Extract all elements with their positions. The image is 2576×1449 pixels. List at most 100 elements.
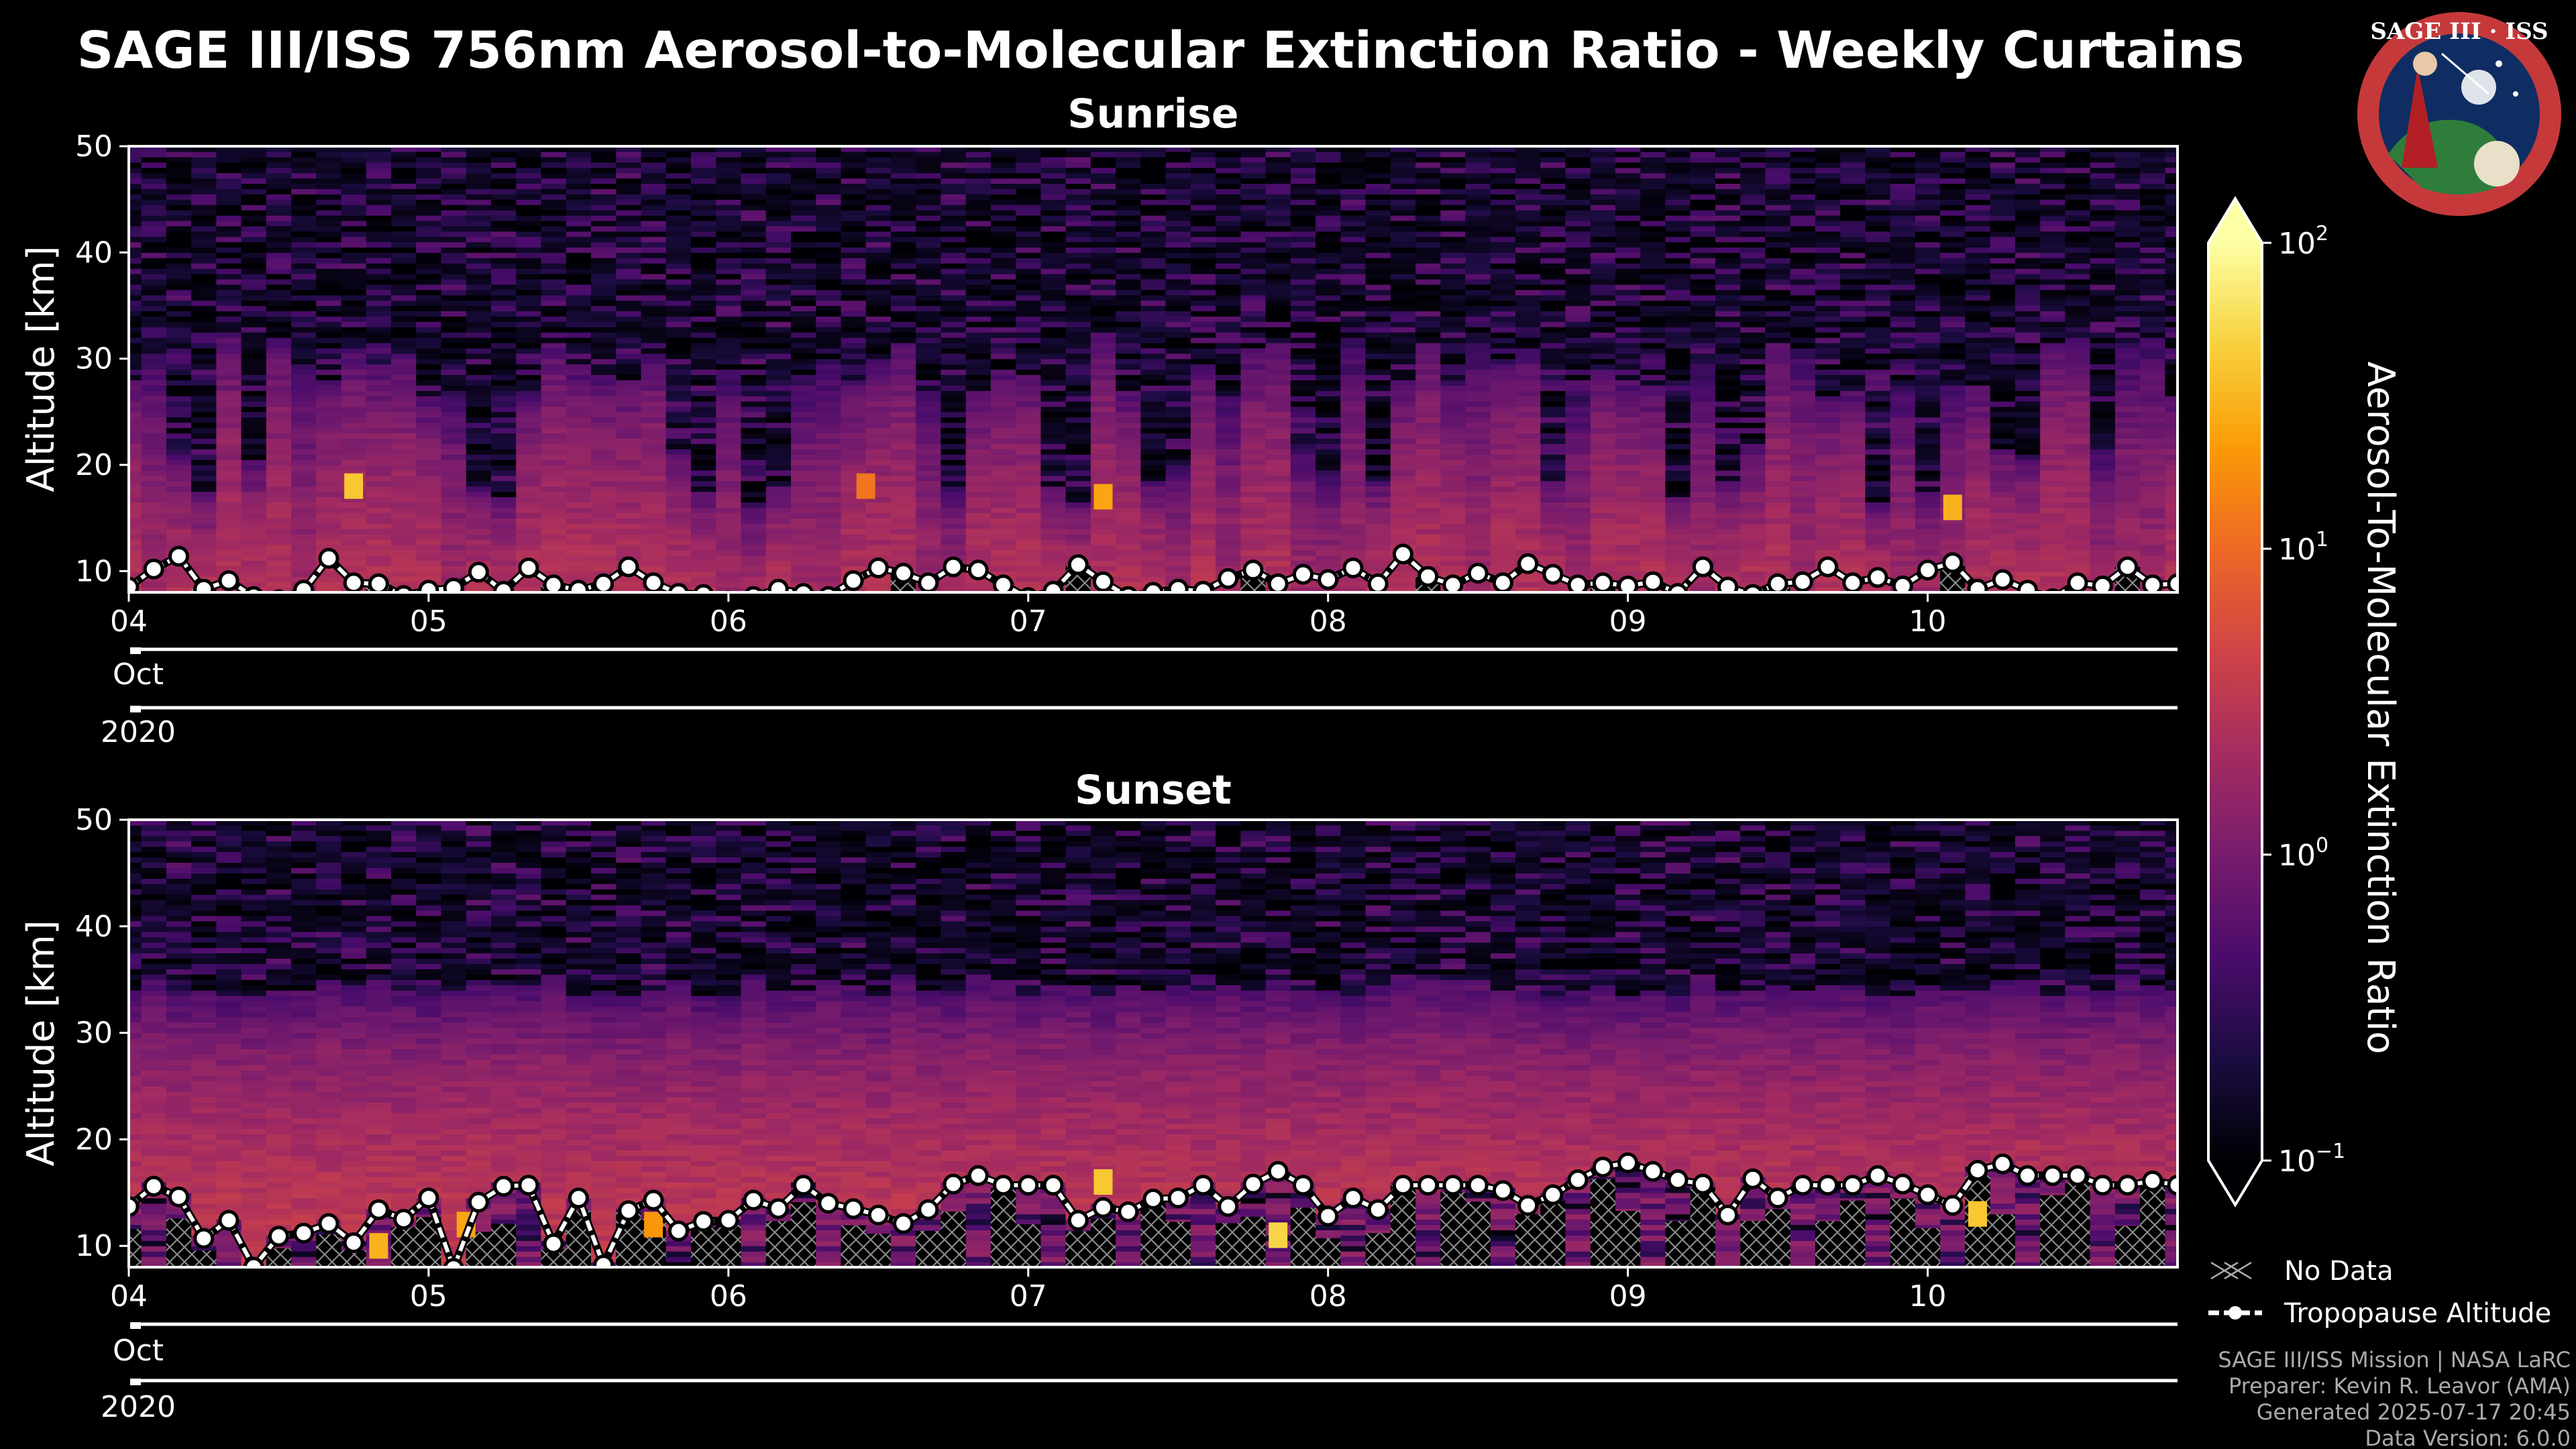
- tropopause-point: [1917, 559, 1939, 581]
- tropopause-point: [129, 1196, 140, 1217]
- colorbar-gradient: [2208, 243, 2262, 1161]
- y-axis: 10 20 30 40 50: [75, 129, 129, 588]
- legend-label-tropopause: Tropopause Altitude: [2284, 1298, 2551, 1329]
- tropopause-point: [543, 1233, 564, 1254]
- tropopause-point: [1767, 1187, 1788, 1209]
- tropopause-point: [2092, 576, 2113, 592]
- tropopause-point: [1093, 1197, 1114, 1218]
- plot-frame: [127, 818, 2179, 1269]
- no-data-region: [1390, 1185, 1416, 1267]
- no-data-region: [1915, 1228, 1941, 1267]
- tropopause-point: [993, 1175, 1014, 1196]
- tropopause-point: [993, 574, 1014, 592]
- no-data-region: [716, 1225, 741, 1267]
- tropopause-point: [1367, 1199, 1389, 1220]
- tropopause-point: [1042, 1175, 1064, 1196]
- y-tick-label: 50: [75, 129, 113, 164]
- page-title: SAGE III/ISS 756nm Aerosol-to-Molecular …: [76, 20, 2245, 80]
- tropopause-point: [543, 574, 564, 592]
- tropopause-point: [743, 1189, 764, 1211]
- x-tick-label: 08: [1309, 1279, 1347, 1313]
- tropopause-point: [1942, 552, 1964, 574]
- no-data-region: [391, 1227, 417, 1267]
- tropopause-point: [218, 570, 239, 592]
- tropopause-point: [368, 573, 389, 592]
- tropopause-point: [1642, 571, 1664, 592]
- tropopause-point: [2042, 1165, 2063, 1186]
- heatmap-cell-high: [369, 1233, 388, 1259]
- y-tick-label: 20: [75, 448, 113, 482]
- no-data-region: [316, 1234, 342, 1267]
- no-data-region: [1140, 1201, 1167, 1267]
- tropopause-point: [1392, 543, 1413, 565]
- tropopause-point: [1967, 1160, 1988, 1181]
- tropopause-point: [243, 1256, 264, 1267]
- tropopause-point: [1792, 571, 1813, 592]
- tropopause-point: [1867, 1165, 1888, 1186]
- y-tick-label: 30: [75, 342, 113, 376]
- no-data-region: [1665, 1221, 1691, 1267]
- tropopause-point: [143, 558, 164, 580]
- tropopause-point: [793, 583, 814, 592]
- year-label: 2020: [101, 715, 176, 749]
- tropopause-point: [2067, 1165, 2088, 1186]
- heatmap-cell-high: [1093, 484, 1113, 510]
- tropopause-point: [818, 586, 838, 592]
- tropopause-point: [2142, 1170, 2163, 1191]
- tropopause-point: [1792, 1175, 1813, 1196]
- tropopause-point: [1842, 1175, 1864, 1196]
- y-axis-label: Altitude [km]: [19, 920, 63, 1166]
- no-data-region: [1840, 1200, 1866, 1267]
- tropopause-point: [318, 1213, 339, 1234]
- colorbar-extend-max: [2208, 199, 2262, 243]
- heatmap-cell-high: [644, 1212, 663, 1238]
- no-data-region: [1090, 1218, 1116, 1267]
- tropopause-point: [818, 1193, 839, 1214]
- tropopause-point: [918, 572, 939, 592]
- tropopause-point: [2017, 1165, 2038, 1186]
- tropopause-point: [1342, 1187, 1364, 1209]
- y-tick-label: 10: [75, 1229, 113, 1263]
- y-axis: 10 20 30 40 50: [75, 803, 129, 1263]
- no-data-region: [1316, 1238, 1341, 1267]
- tropopause-point: [618, 556, 639, 578]
- no-data-region: [916, 1231, 941, 1267]
- tropopause-point: [843, 570, 864, 592]
- panel-title: Sunrise: [1067, 91, 1238, 138]
- no-data-region: [1515, 1214, 1541, 1267]
- tropopause-point: [1318, 1205, 1339, 1227]
- credit-line: Data Version: 6.0.0: [2365, 1426, 2571, 1449]
- panel-sunrise: Sunrise 10 20 30 40 50 04 05 06 07 08 09 10 Altitu…: [19, 91, 2179, 749]
- tropopause-point: [943, 1173, 964, 1195]
- x-tick-label: 10: [1909, 604, 1947, 639]
- colorbar-extend-min: [2208, 1161, 2262, 1205]
- credits: SAGE III/ISS Mission | NASA LaRC Prepare…: [2218, 1347, 2571, 1449]
- tropopause-point: [893, 1213, 914, 1234]
- tropopause-point: [718, 1210, 739, 1231]
- tropopause-point: [1917, 1184, 1939, 1205]
- no-data-region: [166, 1218, 192, 1267]
- tropopause-point: [468, 561, 489, 583]
- no-data-region: [941, 1212, 967, 1267]
- no-data-region: [2140, 1186, 2165, 1267]
- tropopause-series: [129, 1152, 2178, 1267]
- tropopause-point: [2092, 1175, 2113, 1196]
- hatch-icon: [2210, 1261, 2252, 1280]
- x-tick-label: 04: [110, 604, 148, 639]
- credit-line: SAGE III/ISS Mission | NASA LaRC: [2218, 1347, 2571, 1373]
- no-data-region: [2040, 1195, 2065, 1267]
- tropopause-point: [1767, 573, 1788, 592]
- tropopause-point: [1018, 1175, 1039, 1196]
- tropopause-point: [218, 1210, 239, 1231]
- colorbar-tick-label: 101: [2278, 528, 2328, 567]
- no-data-region: [129, 1229, 142, 1267]
- no-data-region: [1465, 1201, 1491, 1267]
- tropopause-point: [1542, 1184, 1564, 1205]
- no-data-region: [1540, 1201, 1566, 1267]
- tropopause-point: [1542, 564, 1564, 585]
- x-tick-label: 09: [1609, 1279, 1647, 1313]
- tropopause-point: [643, 572, 664, 592]
- tropopause-point: [1692, 1173, 1713, 1195]
- panel-sunset: Sunset 10 20 30 40 50 04 05 06 07 08 09 10 Altitud…: [19, 767, 2179, 1424]
- x-axis: 04 05 06 07 08 09 10: [110, 1267, 1947, 1313]
